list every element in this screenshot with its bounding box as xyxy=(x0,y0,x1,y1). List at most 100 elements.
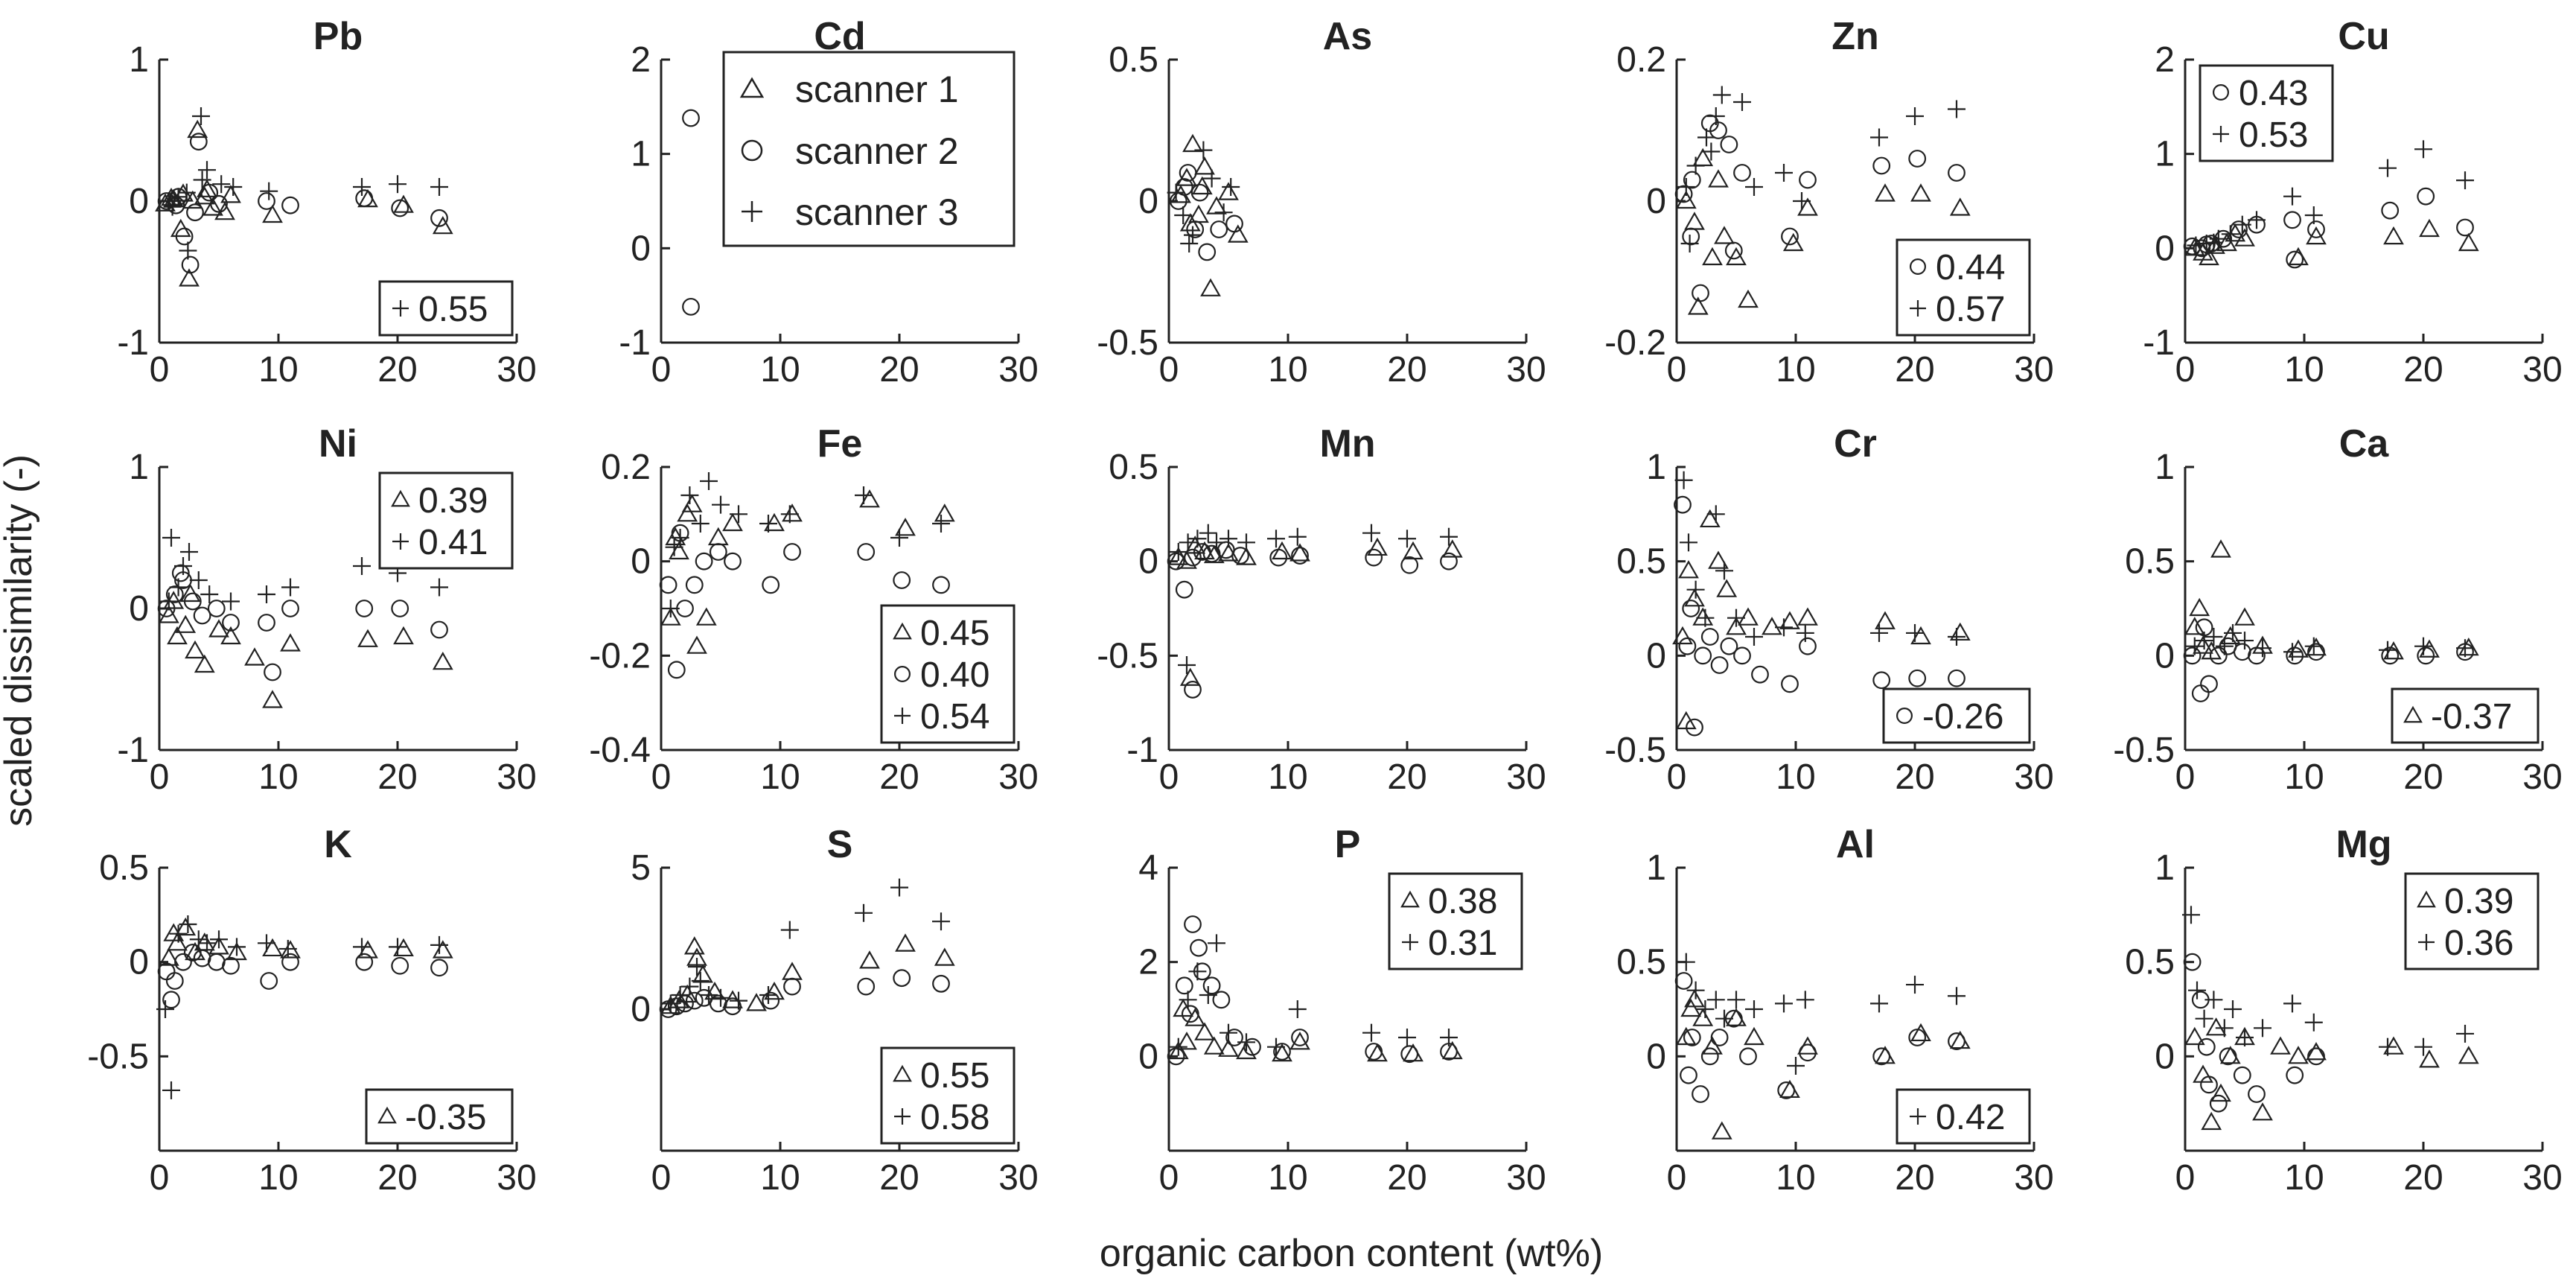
data-point-circle xyxy=(1683,171,1701,189)
data-point-circle xyxy=(1709,121,1727,139)
data-point-circle xyxy=(1243,1037,1261,1056)
x-tick-label: 10 xyxy=(1776,1158,1815,1198)
legend-marker-triangle xyxy=(739,77,765,98)
data-point-triangle xyxy=(1236,547,1257,565)
data-point-triangle xyxy=(2419,1049,2440,1068)
data-point-plus xyxy=(1696,1000,1715,1018)
y-tick-label: 0.2 xyxy=(601,448,651,487)
data-point-circle xyxy=(183,944,202,962)
x-tick-label: 10 xyxy=(258,757,298,797)
data-point-circle xyxy=(1739,1047,1757,1066)
data-point-triangle xyxy=(262,204,283,223)
data-point-triangle xyxy=(2201,1111,2222,1131)
data-point-triangle xyxy=(1875,611,1896,629)
data-point-plus xyxy=(2456,171,2474,190)
data-point-triangle xyxy=(704,981,725,1000)
data-point-circle xyxy=(1692,1085,1709,1103)
data-point-circle xyxy=(165,972,184,990)
data-point-triangle xyxy=(175,917,197,936)
data-point-triangle xyxy=(1910,626,1931,645)
panel-title-ca: Ca xyxy=(2339,422,2390,465)
data-point-triangle xyxy=(782,503,803,522)
data-point-circle xyxy=(1682,227,1700,246)
correlation-marker-plus xyxy=(2418,934,2435,950)
data-point-plus xyxy=(430,578,448,597)
y-tick-label: -0.2 xyxy=(1604,323,1666,363)
data-point-circle xyxy=(1225,214,1243,233)
panel-as: As0.50-0.50 10 20 30 xyxy=(1097,15,1546,390)
data-point-triangle xyxy=(1949,622,1971,641)
data-point-plus xyxy=(855,486,873,504)
data-point-triangle xyxy=(1289,543,1310,562)
data-point-plus xyxy=(1174,206,1193,224)
data-points-p xyxy=(1167,915,1463,1066)
x-tick-label: 30 xyxy=(1506,757,1546,797)
data-point-circle xyxy=(2286,646,2304,665)
correlation-value: 0.44 xyxy=(1936,248,2005,287)
data-point-plus xyxy=(2254,1019,2271,1037)
data-point-plus xyxy=(1787,1057,1805,1075)
y-tick-label: 2 xyxy=(2155,40,2175,80)
data-point-plus xyxy=(2187,236,2205,255)
data-point-plus xyxy=(2197,235,2216,252)
data-point-plus xyxy=(1178,656,1196,674)
x-tick-label: 10 xyxy=(258,350,298,390)
x-tick-label: 10 xyxy=(760,757,800,797)
data-point-triangle xyxy=(1194,1022,1215,1040)
correlation-value: 0.55 xyxy=(920,1056,989,1096)
y-tick-label: -0.5 xyxy=(87,1037,149,1076)
data-point-plus xyxy=(2456,1024,2474,1043)
data-point-triangle xyxy=(2184,617,2205,635)
data-point-triangle xyxy=(2219,626,2241,645)
x-tick-label: 0 xyxy=(1159,350,1179,390)
data-points-ni xyxy=(157,529,453,708)
data-point-circle xyxy=(1184,681,1202,699)
data-point-plus xyxy=(1214,203,1233,222)
data-point-triangle xyxy=(2306,226,2327,245)
x-tick-label: 30 xyxy=(1506,350,1546,390)
data-points-cr xyxy=(1672,471,1971,737)
data-point-plus xyxy=(1267,530,1285,548)
x-tick-label: 30 xyxy=(998,350,1038,390)
y-tick-label: -0.5 xyxy=(1604,731,1666,770)
data-point-circle xyxy=(1674,185,1693,203)
data-point-plus xyxy=(1870,128,1888,147)
data-point-circle xyxy=(181,255,200,274)
y-tick-label: -0.5 xyxy=(2113,731,2175,770)
data-point-circle xyxy=(1710,1029,1729,1046)
data-point-circle xyxy=(1799,637,1817,655)
data-point-circle xyxy=(391,956,409,975)
data-point-circle xyxy=(709,994,727,1013)
data-point-circle xyxy=(682,297,700,316)
x-tick-label: 0 xyxy=(150,757,170,797)
data-point-circle xyxy=(1908,1029,1927,1046)
x-tick-label: 20 xyxy=(1895,350,1934,390)
y-tick-label: 1 xyxy=(2155,448,2175,487)
correlation-box-frame xyxy=(1882,687,2031,744)
panel-title-ni: Ni xyxy=(319,422,357,465)
x-tick-label: 30 xyxy=(2014,1158,2053,1198)
data-point-triangle xyxy=(182,190,203,209)
correlation-value: -0.35 xyxy=(405,1098,486,1137)
data-point-plus xyxy=(759,986,777,1004)
data-point-plus xyxy=(1706,991,1725,1009)
data-point-triangle xyxy=(2193,1064,2213,1083)
correlation-value: 0.58 xyxy=(920,1098,989,1137)
x-tick-label: 0 xyxy=(651,757,672,797)
data-point-triangle xyxy=(2306,1042,2327,1061)
data-point-triangle xyxy=(220,185,241,203)
correlation-box-mg: 0.390.36 xyxy=(2404,872,2540,970)
y-tick-label: 0 xyxy=(129,943,149,982)
data-point-triangle xyxy=(1699,509,1721,528)
x-tick-label: 20 xyxy=(1895,1158,1934,1198)
data-point-triangle xyxy=(1176,550,1197,569)
data-point-plus xyxy=(2304,637,2323,655)
data-point-circle xyxy=(932,974,950,993)
x-tick-label: 30 xyxy=(1506,1158,1546,1198)
data-points-al xyxy=(1674,953,1971,1140)
data-point-circle xyxy=(391,600,409,617)
x-tick-label: 20 xyxy=(879,757,919,797)
x-tick-label: 30 xyxy=(497,757,536,797)
